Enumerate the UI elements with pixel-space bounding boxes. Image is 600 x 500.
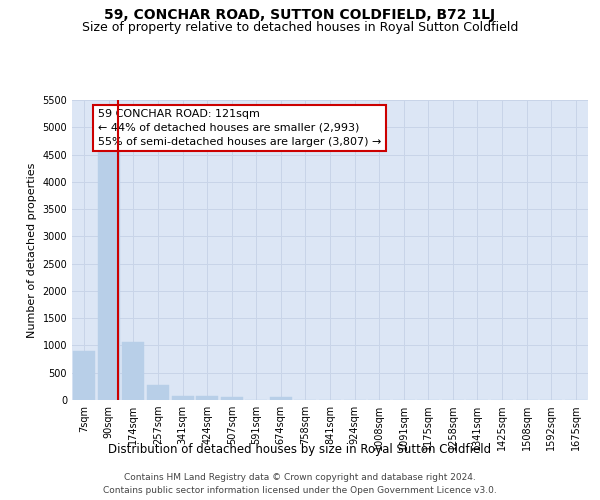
Text: 59 CONCHAR ROAD: 121sqm
← 44% of detached houses are smaller (2,993)
55% of semi: 59 CONCHAR ROAD: 121sqm ← 44% of detache… [98, 109, 381, 147]
Text: 59, CONCHAR ROAD, SUTTON COLDFIELD, B72 1LJ: 59, CONCHAR ROAD, SUTTON COLDFIELD, B72 … [104, 8, 496, 22]
Y-axis label: Number of detached properties: Number of detached properties [27, 162, 37, 338]
Bar [73, 351, 95, 400]
Text: Contains HM Land Registry data © Crown copyright and database right 2024.
Contai: Contains HM Land Registry data © Crown c… [103, 474, 497, 495]
Bar [98, 152, 120, 400]
Text: Size of property relative to detached houses in Royal Sutton Coldfield: Size of property relative to detached ho… [82, 21, 518, 34]
Bar [147, 385, 169, 400]
Bar [172, 396, 194, 400]
Text: Distribution of detached houses by size in Royal Sutton Coldfield: Distribution of detached houses by size … [109, 442, 491, 456]
Bar [221, 398, 243, 400]
Bar [122, 342, 145, 400]
Bar [196, 396, 218, 400]
Bar [270, 398, 292, 400]
